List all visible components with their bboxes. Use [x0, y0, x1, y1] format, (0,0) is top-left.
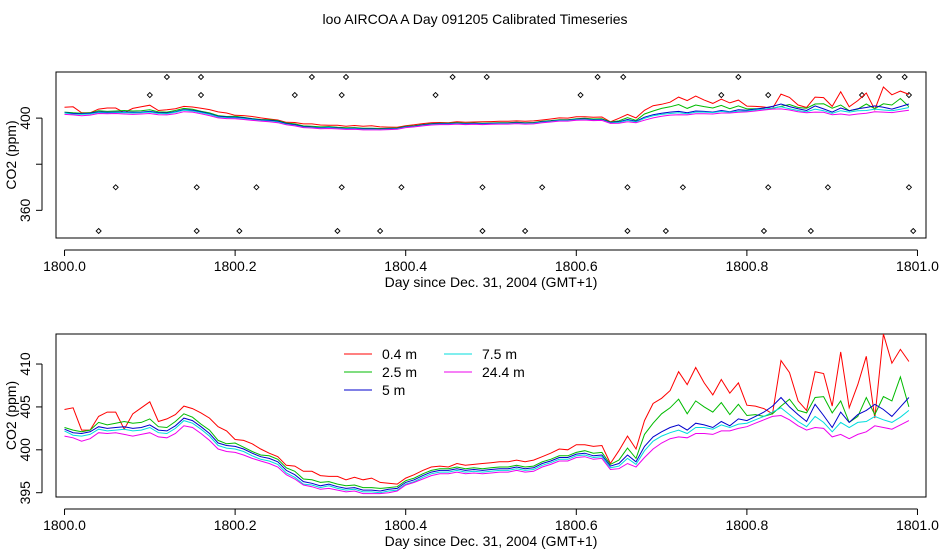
series-line-7-5-m — [64, 407, 910, 494]
calibration-points — [95, 73, 917, 235]
calibration-point — [594, 73, 601, 81]
calibration-point — [112, 184, 119, 191]
legend-label: 7.5 m — [482, 346, 517, 362]
y-tick-label: 400 — [17, 438, 33, 462]
x-tick-label: 1800.6 — [555, 258, 598, 274]
y-axis-label: CO2 (ppm) — [3, 120, 19, 189]
plot-frame — [55, 333, 927, 498]
calibration-point — [765, 184, 772, 191]
y-tick-label: 410 — [17, 352, 33, 376]
legend-label: 24.4 m — [482, 364, 525, 380]
y-tick-label: 405 — [17, 395, 33, 419]
legend-label: 5 m — [382, 382, 405, 398]
calibration-point — [308, 73, 316, 81]
series-group — [64, 86, 910, 131]
x-tick-label: 1800.0 — [43, 517, 86, 533]
calibration-point — [679, 184, 687, 191]
calibration-point — [910, 227, 917, 235]
calibration-point — [807, 227, 814, 235]
calibration-point — [193, 184, 200, 191]
calibration-point — [338, 91, 345, 99]
y-tick-label: 400 — [17, 106, 33, 130]
calibration-point — [858, 91, 866, 99]
calibration-point — [662, 227, 669, 235]
calibration-point — [624, 227, 631, 235]
calibration-point — [735, 73, 742, 81]
calibration-point — [905, 184, 913, 191]
figure-title: loo AIRCOA A Day 091205 Calibrated Times… — [322, 11, 627, 27]
y-axis-label: CO2 (ppm) — [3, 381, 19, 450]
series-line-5-m — [64, 396, 910, 492]
legend-label: 2.5 m — [382, 364, 417, 380]
series-line-24-4-m — [64, 108, 909, 131]
calibration-point — [197, 73, 205, 81]
calibration-point — [479, 227, 486, 235]
x-axis: 1800.0 1800.2 1800.4 1800.6 1800.8 1801.0 Day … — [43, 508, 939, 549]
calibration-point — [765, 91, 772, 99]
calibration-point — [760, 227, 768, 235]
x-tick-label: 1801.0 — [896, 517, 939, 533]
calibration-point — [824, 184, 832, 191]
series-group — [64, 334, 910, 495]
series-line-2-5-m — [64, 375, 910, 489]
calibration-point — [718, 91, 725, 99]
calibration-point — [253, 184, 260, 191]
x-tick-label: 1800.8 — [725, 258, 768, 274]
calibration-point — [376, 227, 384, 235]
legend: 0.4 m 2.5 m 5 m 7.5 m 24.4 m — [344, 346, 525, 398]
calibration-point — [338, 184, 345, 191]
y-tick-label: 395 — [17, 481, 33, 505]
calibration-point — [163, 73, 171, 81]
calibration-point — [342, 73, 350, 81]
calibration-point — [449, 73, 456, 81]
calibration-point — [236, 227, 243, 235]
x-tick-label: 1800.2 — [214, 517, 257, 533]
calibration-point — [193, 227, 200, 235]
calibration-point — [334, 227, 341, 235]
x-tick-label: 1800.6 — [555, 517, 598, 533]
calibration-point — [398, 184, 405, 191]
top-panel: 1800.0 1800.2 1800.4 1800.6 1800.8 1801.0 Day … — [3, 71, 939, 290]
calibration-point — [875, 73, 883, 81]
x-tick-label: 1800.4 — [384, 517, 427, 533]
x-tick-label: 1800.0 — [43, 258, 86, 274]
series-line-5-m — [64, 103, 910, 130]
calibration-point — [479, 184, 486, 191]
calibration-point — [624, 184, 631, 191]
calibration-point — [901, 73, 908, 81]
calibration-point — [620, 73, 627, 81]
x-tick-label: 1800.4 — [384, 258, 427, 274]
calibration-point — [197, 91, 205, 99]
x-axis-label: Day since Dec. 31, 2004 (GMT+1) — [385, 533, 598, 549]
plot-frame — [55, 71, 927, 239]
x-tick-label: 1800.8 — [725, 517, 768, 533]
y-axis: 395 400 405 410 CO2 (ppm) — [3, 352, 43, 505]
series-line-0-4-m — [64, 334, 910, 485]
calibration-point — [483, 73, 490, 81]
y-tick-label: 360 — [17, 198, 33, 222]
x-tick-label: 1801.0 — [896, 258, 939, 274]
calibration-point — [291, 91, 298, 99]
calibration-point — [521, 227, 529, 235]
calibration-point — [95, 227, 102, 235]
series-line-24-4-m — [64, 414, 910, 495]
x-axis-label: Day since Dec. 31, 2004 (GMT+1) — [385, 274, 598, 290]
calibration-point — [146, 91, 153, 99]
x-axis: 1800.0 1800.2 1800.4 1800.6 1800.8 1801.0 Day … — [43, 249, 939, 290]
x-tick-label: 1800.2 — [214, 258, 257, 274]
bottom-panel: 1800.0 1800.2 1800.4 1800.6 1800.8 1801.0 Day … — [3, 333, 939, 549]
calibration-point — [577, 91, 584, 99]
calibration-point — [539, 184, 546, 191]
legend-label: 0.4 m — [382, 346, 417, 362]
calibration-point — [432, 91, 439, 99]
